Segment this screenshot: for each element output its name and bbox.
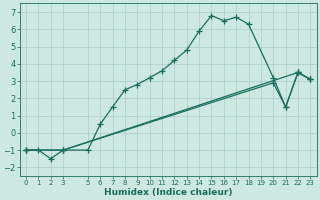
X-axis label: Humidex (Indice chaleur): Humidex (Indice chaleur)	[104, 188, 232, 197]
